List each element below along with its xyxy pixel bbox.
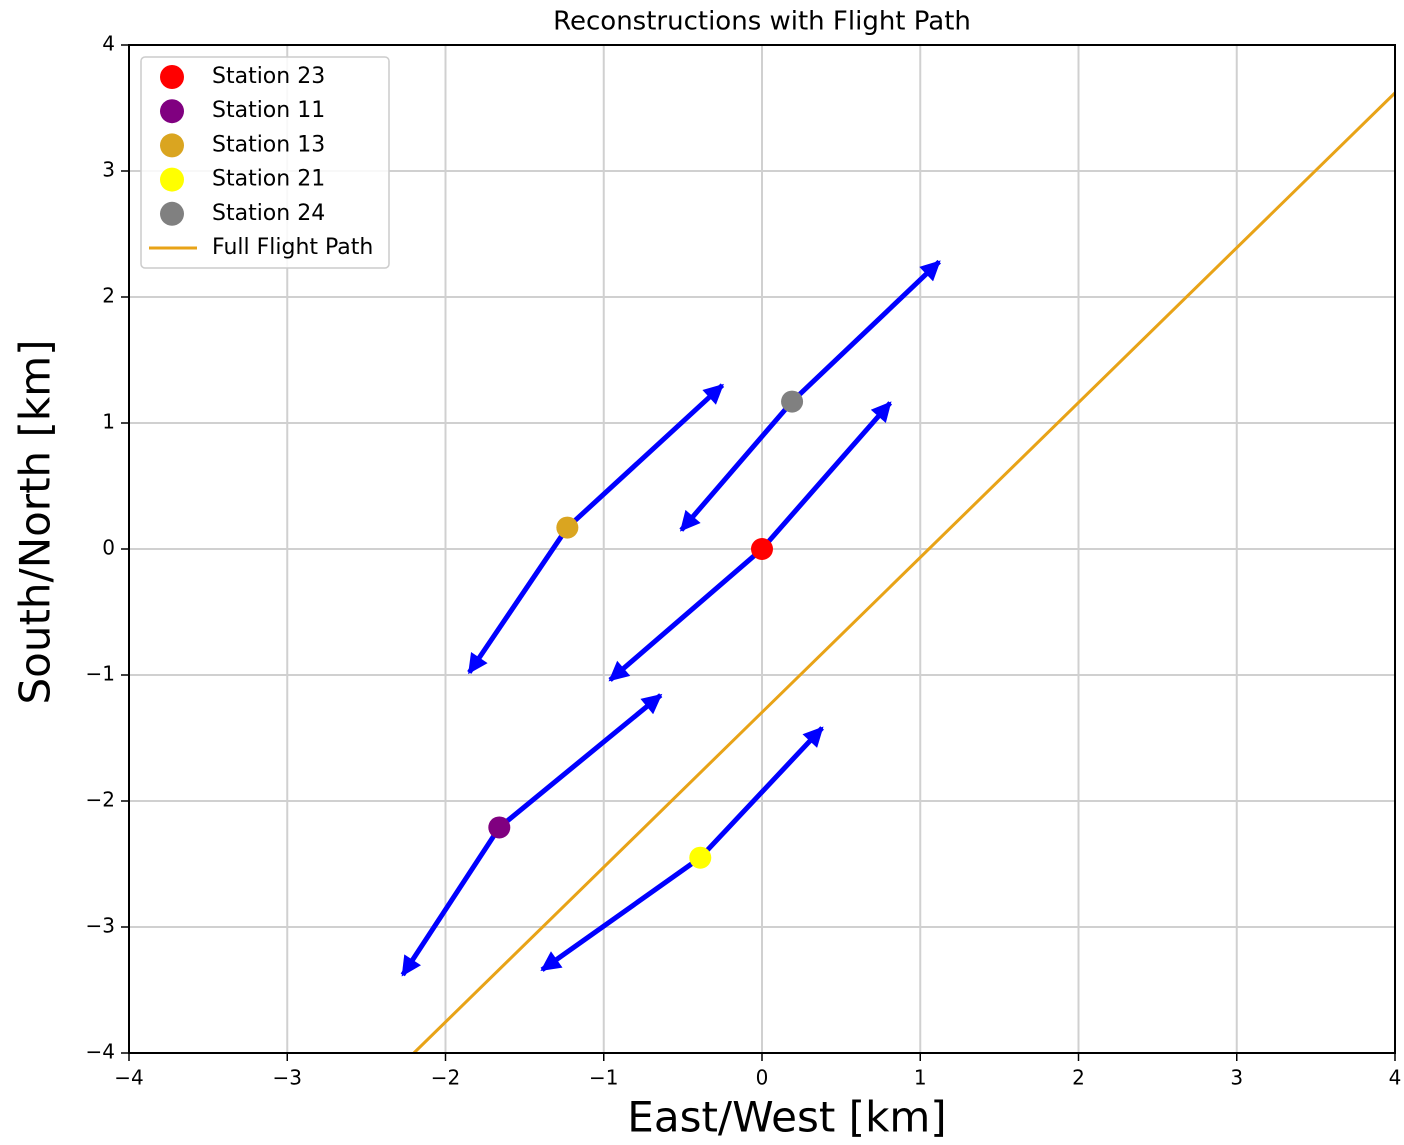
chart-title: Reconstructions with Flight Path (553, 7, 971, 37)
reconstruction-arrow (608, 547, 764, 682)
station-point (689, 846, 712, 869)
plot-frame (128, 44, 1396, 1054)
reconstruction-arrow (760, 401, 893, 551)
reconstruction-arrow (790, 259, 941, 404)
legend-label: Station 13 (212, 132, 325, 157)
y-axis-label: South/North [km] (11, 339, 60, 704)
reconstruction-arrow (698, 726, 824, 860)
y-tick-label: 3 (102, 158, 115, 182)
x-tick-label: −2 (431, 1066, 460, 1090)
station-point (556, 516, 579, 539)
legend-marker (160, 99, 184, 124)
reconstruction-arrow (565, 383, 725, 530)
reconstruction-arrow (497, 693, 663, 830)
station-point (488, 816, 511, 839)
reconstruction-arrow (467, 526, 570, 675)
legend-marker (160, 133, 184, 158)
legend-label: Station 11 (212, 98, 325, 123)
y-tick-label: −4 (86, 1040, 115, 1064)
x-tick-label: −4 (114, 1066, 143, 1090)
x-tick-label: 0 (756, 1066, 769, 1090)
y-tick-label: 4 (102, 32, 115, 56)
legend-marker (160, 201, 184, 226)
y-tick-label: 0 (102, 536, 115, 560)
legend-label: Station 24 (212, 201, 325, 226)
legend-label: Station 21 (212, 167, 325, 192)
legend-marker (160, 65, 184, 89)
station-point (751, 538, 773, 560)
x-axis-label: East/West [km] (627, 1093, 946, 1142)
reconstruction-arrow (679, 399, 794, 532)
y-tick-label: −1 (86, 662, 115, 686)
legend-label: Full Flight Path (212, 235, 373, 260)
x-tick-label: −1 (589, 1066, 618, 1090)
x-tick-label: 2 (1072, 1066, 1085, 1090)
y-tick-label: 2 (102, 284, 115, 308)
x-tick-label: −3 (273, 1066, 302, 1090)
legend-marker (160, 167, 184, 192)
x-tick-label: 4 (1389, 1066, 1402, 1090)
legend: Station 23 Station 11 Station 13 Station 21… (140, 56, 390, 269)
reconstruction-arrow (540, 855, 702, 972)
y-tick-label: −3 (86, 914, 115, 938)
flight-path (412, 91, 1397, 1055)
reconstruction-arrow (400, 826, 502, 977)
y-tick-label: 1 (102, 410, 115, 434)
x-tick-label: 3 (1230, 1066, 1243, 1090)
x-tick-label: 1 (914, 1066, 927, 1090)
y-tick-label: −2 (86, 788, 115, 812)
legend-box (140, 56, 390, 269)
legend-label: Station 23 (212, 64, 325, 89)
station-point (781, 390, 804, 413)
